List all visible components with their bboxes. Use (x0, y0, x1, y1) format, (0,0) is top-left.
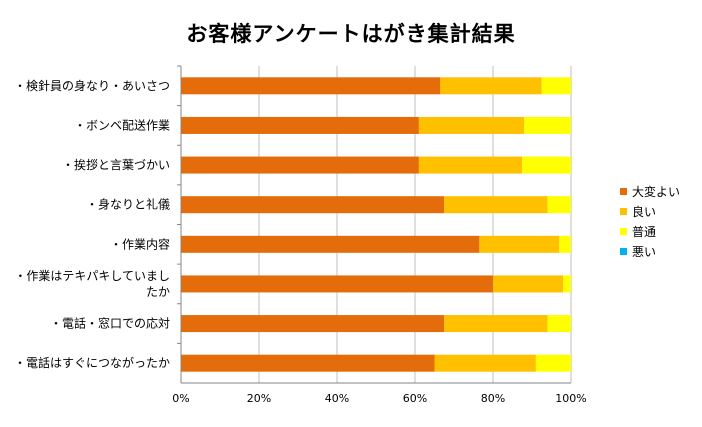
bar-segment (181, 235, 480, 253)
bar-segment (563, 275, 571, 293)
legend-item: 大変よい (620, 183, 680, 199)
bar-segment (541, 77, 571, 95)
category-label: ・電話はすぐにつながったか (14, 355, 170, 370)
bar-segment (493, 275, 564, 293)
bar-segment (181, 315, 445, 333)
legend-swatch (620, 247, 627, 255)
x-tick-label: 40% (325, 392, 349, 405)
legend-label: 大変よい (632, 184, 681, 199)
bar-segment (444, 315, 548, 333)
legend-item: 良い (620, 203, 680, 219)
bar-segment (181, 354, 435, 372)
category-label: ・挨拶と言葉づかい (62, 157, 170, 172)
bar-segment (547, 315, 571, 333)
legend-swatch (620, 207, 627, 215)
legend-item: 普通 (620, 223, 680, 239)
bar-segment (547, 196, 571, 214)
x-tick-label: 100% (555, 392, 586, 405)
bar-segment (522, 156, 571, 174)
legend-swatch (620, 227, 627, 235)
bars (181, 77, 571, 372)
legend-label: 普通 (632, 224, 657, 239)
legend-swatch (620, 187, 627, 195)
bar-segment (181, 77, 441, 95)
axes (177, 65, 571, 384)
bar-segment (440, 77, 542, 95)
bar-segment (535, 354, 571, 372)
bar-segment (418, 156, 523, 174)
bar-segment (181, 275, 493, 293)
legend-item: 悪い (620, 243, 680, 259)
x-tick-labels: 0% 20% 40% 60% 80% 100% (172, 392, 586, 405)
x-tick-label: 0% (172, 392, 189, 405)
x-tick-label: 60% (403, 392, 427, 405)
legend: 大変よい良い普通悪い (620, 183, 680, 263)
legend-label: 良い (632, 204, 657, 219)
category-label: ・作業内容 (110, 236, 170, 251)
category-labels: ・検針員の身なり・あいさつ・ボンベ配送作業・挨拶と言葉づかい・身なりと礼儀・作業… (14, 78, 170, 370)
chart-title: お客様アンケートはがき集計結果 (186, 22, 516, 46)
category-label: ・検針員の身なり・あいさつ (14, 78, 170, 93)
bar-segment (181, 196, 445, 214)
bar-segment (434, 354, 536, 372)
category-label: ・電話・窓口での応対 (50, 316, 170, 331)
x-tick-label: 20% (247, 392, 271, 405)
bar-segment (479, 235, 560, 253)
x-tick-label: 80% (481, 392, 505, 405)
gridlines (180, 66, 572, 383)
bar-segment (418, 116, 525, 134)
bar-segment (524, 116, 571, 134)
category-label: ・作業はテキパキしていまし (14, 269, 170, 283)
category-label: ・身なりと礼儀 (86, 197, 170, 212)
bar-segment (181, 156, 419, 174)
bar-segment (559, 235, 571, 253)
bar-segment (444, 196, 548, 214)
category-label: たか (146, 285, 170, 299)
category-label: ・ボンベ配送作業 (74, 117, 170, 132)
legend-label: 悪い (632, 244, 657, 259)
bar-segment (181, 116, 419, 134)
